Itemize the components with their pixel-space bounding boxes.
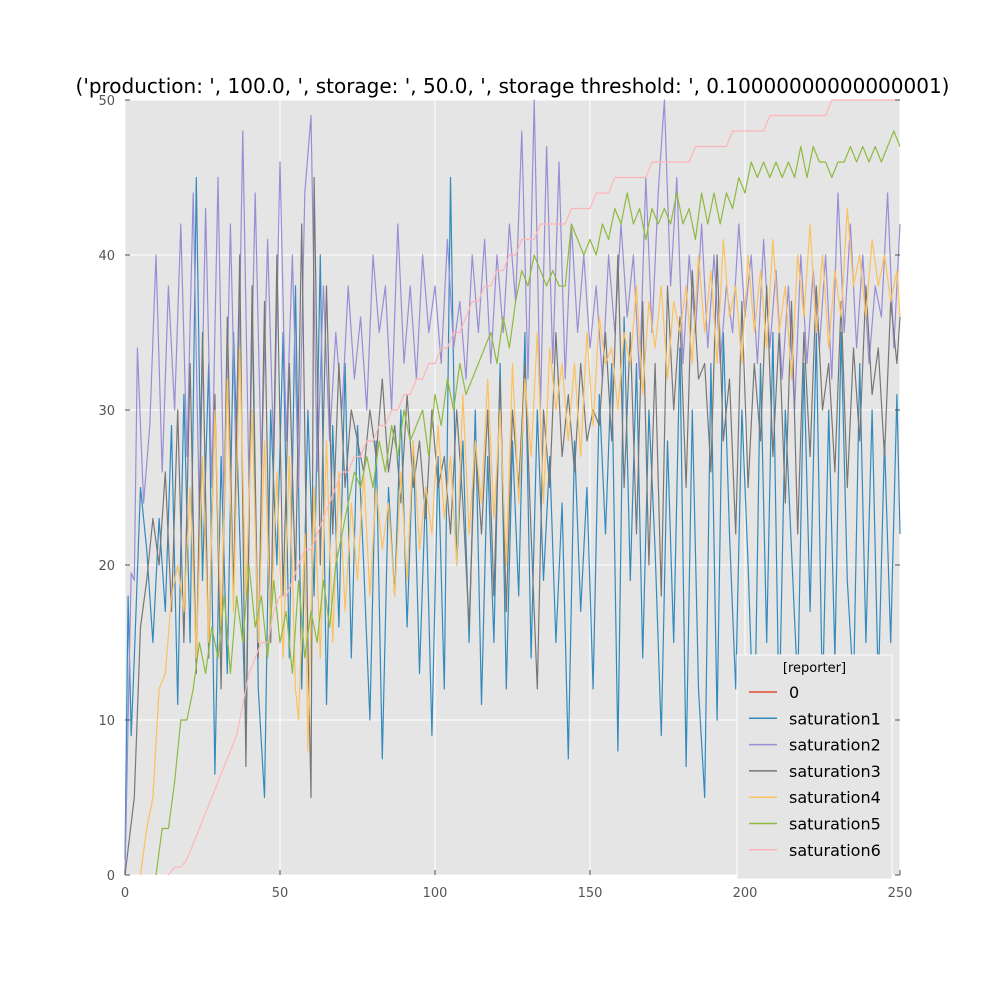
axes: 0 50 100 150 200 250 0 10 20 30 40 50: [98, 94, 912, 901]
y-tick-label: 20: [98, 559, 115, 574]
series-line-saturation5: [155, 130, 901, 876]
x-tick-label: 0: [121, 886, 129, 901]
y-tick-label: 0: [107, 869, 115, 884]
y-tick-label: 50: [98, 94, 115, 109]
x-tick-label: 250: [888, 886, 913, 901]
legend-label: saturation6: [789, 841, 881, 860]
legend-label: 0: [789, 683, 799, 702]
legend-label: saturation4: [789, 788, 881, 807]
x-tick-label: 50: [272, 886, 289, 901]
series-line-saturation6: [167, 99, 900, 876]
y-tick-label: 40: [98, 249, 115, 264]
legend-label: saturation3: [789, 762, 881, 781]
y-tick-label: 30: [98, 404, 115, 419]
x-tick-label: 200: [733, 886, 758, 901]
legend: [reporter] 0 saturation1 saturation2 saturat…: [736, 654, 893, 880]
legend-label: saturation5: [789, 815, 881, 834]
y-tick-label: 10: [98, 714, 115, 729]
x-tick-label: 100: [423, 886, 448, 901]
chart-title: ('production: ', 100.0, ', storage: ', 5…: [76, 74, 950, 98]
series-layer: [124, 99, 901, 876]
series-line-saturation3: [124, 176, 901, 876]
series-line-saturation4: [139, 207, 901, 876]
legend-label: saturation2: [789, 736, 881, 755]
x-tick-label: 150: [578, 886, 603, 901]
legend-title: [reporter]: [783, 661, 846, 676]
legend-label: saturation1: [789, 709, 881, 728]
